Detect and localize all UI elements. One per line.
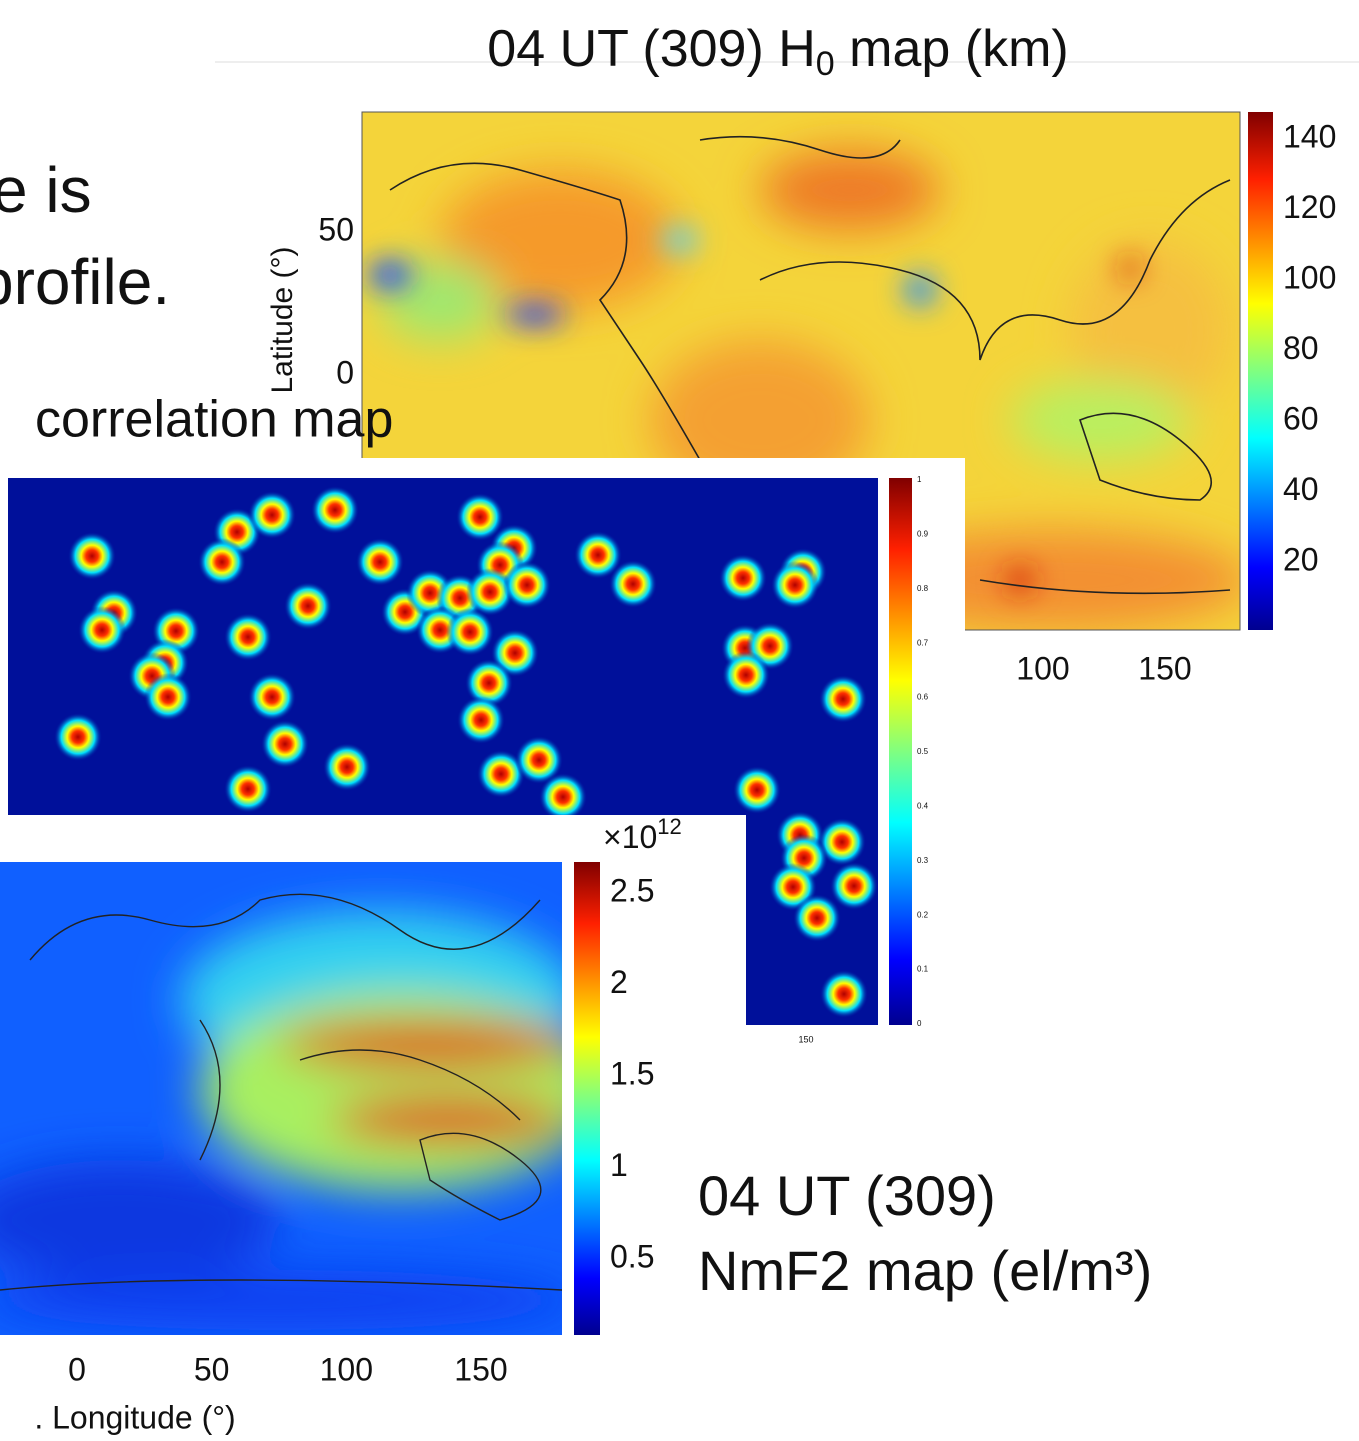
hot-spot [609,560,657,608]
tick-label: 120 [1283,189,1336,225]
correlation-title: correlation map [35,391,393,449]
tick-label: 0.5 [917,747,929,756]
tick-label: 50 [194,1351,230,1387]
tick-label: 0.9 [917,530,929,539]
tick-label: 150 [1138,650,1191,686]
slide-text: e is [0,154,92,226]
hot-spot [68,532,116,580]
tick-label: 140 [1283,118,1336,154]
hot-spot [446,608,494,656]
hot-spot [539,773,587,821]
slide-text: profile. [0,246,170,318]
hot-spot [793,894,841,942]
hot-spot [457,696,505,744]
tick-label: 80 [1283,330,1319,366]
hot-spot [198,538,246,586]
hot-spot [722,651,770,699]
nmf2-caption: NmF2 map (el/m³) [698,1239,1152,1302]
hot-spot [323,743,371,791]
hot-spot [78,606,126,654]
tick-label: 150 [798,1034,813,1044]
hot-spot [477,750,525,798]
tick-label: 50 [318,211,354,247]
tick-label: 40 [1283,471,1319,507]
tick-label: 0.6 [917,693,929,702]
hot-spot [465,659,513,707]
tick-label: 0.5 [610,1238,654,1274]
tick-label: 1 [610,1147,628,1183]
tick-label: 20 [1283,541,1319,577]
tick-label: 0.8 [917,584,929,593]
hot-spot [54,713,102,761]
tick-label: 1 [917,475,922,484]
hot-spot [574,531,622,579]
tick-label: 1.5 [610,1055,654,1091]
tick-label: 100 [320,1351,373,1387]
hot-spot [144,673,192,721]
tick-label: 150 [454,1351,507,1387]
hot-spot [515,736,563,784]
tick-label: 100 [1016,650,1069,686]
tick-label: 60 [1283,400,1319,436]
hot-spot [503,561,551,609]
hot-spot [311,486,359,534]
hot-spot [248,491,296,539]
hot-spot [248,673,296,721]
nmf2-panel [0,815,745,1441]
hot-spot [284,582,332,630]
h0-title: 04 UT (309) H0 map (km) [487,20,1068,83]
y-axis-label: Latitude (°) [266,246,299,393]
tick-label: 0.4 [917,802,929,811]
tick-label: 0 [336,354,354,390]
hot-spot [820,970,868,1018]
tick-label: 2.5 [610,872,654,908]
hot-spot [356,538,404,586]
multiplier: ×1012 [603,814,682,856]
hot-spot [224,765,272,813]
hot-spot [818,818,866,866]
tick-label: 0 [917,1019,922,1028]
hot-spot [830,862,878,910]
hot-spot [719,554,767,602]
hot-spot [733,766,781,814]
tick-label: 0.3 [917,856,929,865]
hot-spot [261,720,309,768]
hot-spot [771,561,819,609]
hot-spot [224,613,272,661]
tick-label: 0.7 [917,638,929,647]
tick-label: 2 [610,964,628,1000]
tick-label: 0.1 [917,965,929,974]
hot-spot [819,675,867,723]
hot-spot [456,493,504,541]
tick-label: 100 [1283,259,1336,295]
tick-label: 0.2 [917,910,929,919]
h0-colorbar [1248,112,1273,630]
x-axis-label: . Longitude (°) [34,1399,235,1435]
nmf2-caption: 04 UT (309) [698,1164,996,1227]
tick-label: 0 [68,1351,86,1387]
correlation-panel [0,458,965,1045]
hot-spot [466,568,514,616]
